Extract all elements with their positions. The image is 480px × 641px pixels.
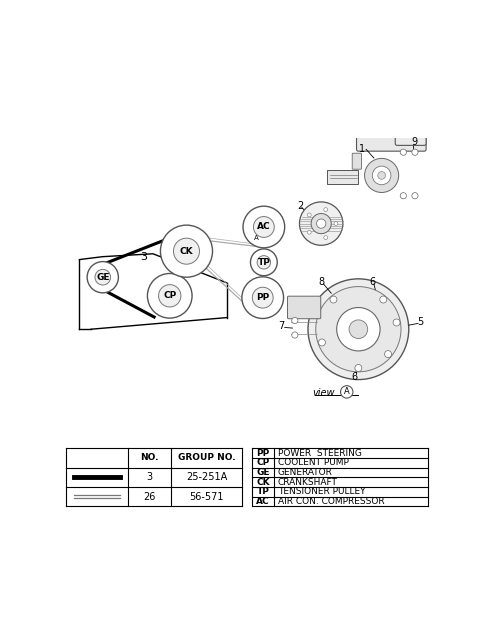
Circle shape	[95, 269, 110, 285]
Text: 8: 8	[318, 277, 324, 287]
Circle shape	[173, 238, 200, 264]
Text: 1: 1	[359, 144, 365, 154]
Circle shape	[251, 232, 262, 243]
Circle shape	[307, 230, 311, 234]
Circle shape	[147, 274, 192, 318]
Circle shape	[400, 193, 407, 199]
Text: 56-571: 56-571	[189, 492, 224, 501]
Text: NO.: NO.	[140, 453, 159, 462]
Text: A: A	[254, 235, 258, 240]
Circle shape	[372, 166, 391, 185]
Circle shape	[324, 208, 328, 212]
Text: 9: 9	[411, 137, 417, 147]
Text: A: A	[344, 387, 349, 396]
FancyBboxPatch shape	[357, 96, 426, 151]
Circle shape	[355, 365, 362, 371]
Circle shape	[316, 219, 326, 228]
Text: 3: 3	[146, 472, 153, 482]
Text: TP: TP	[257, 487, 269, 496]
Text: 4: 4	[257, 215, 263, 226]
Circle shape	[87, 262, 119, 293]
Circle shape	[340, 386, 353, 398]
Circle shape	[324, 236, 328, 240]
Circle shape	[242, 277, 284, 319]
Circle shape	[257, 256, 271, 269]
Text: CK: CK	[256, 478, 270, 487]
Circle shape	[334, 222, 338, 226]
Circle shape	[253, 217, 274, 237]
Circle shape	[349, 320, 368, 338]
Circle shape	[300, 202, 343, 246]
Text: 26: 26	[144, 492, 156, 501]
Circle shape	[292, 332, 298, 338]
Text: AC: AC	[256, 497, 270, 506]
FancyBboxPatch shape	[288, 296, 321, 319]
Circle shape	[365, 158, 399, 192]
Circle shape	[412, 149, 418, 155]
Circle shape	[380, 296, 387, 303]
Text: view: view	[312, 388, 335, 398]
Circle shape	[318, 339, 325, 346]
Text: GROUP NO.: GROUP NO.	[178, 453, 235, 462]
FancyBboxPatch shape	[395, 78, 426, 146]
Circle shape	[378, 172, 385, 179]
Text: AIR CON. COMPRESSOR: AIR CON. COMPRESSOR	[278, 497, 384, 506]
Text: 2: 2	[297, 201, 303, 211]
Text: CP: CP	[256, 458, 270, 467]
Circle shape	[330, 296, 337, 303]
FancyBboxPatch shape	[352, 153, 361, 169]
Circle shape	[292, 317, 298, 324]
Text: 7: 7	[278, 321, 284, 331]
Text: COOLENT PUMP: COOLENT PUMP	[278, 458, 348, 467]
Text: GENERATOR: GENERATOR	[278, 468, 333, 477]
Text: PP: PP	[256, 449, 270, 458]
Text: GE: GE	[96, 272, 109, 281]
Text: CK: CK	[180, 247, 193, 256]
Circle shape	[336, 308, 380, 351]
Polygon shape	[327, 170, 359, 184]
Circle shape	[307, 213, 311, 217]
Text: 3: 3	[140, 252, 147, 262]
Circle shape	[393, 319, 400, 326]
Text: TENSIONER PULLEY: TENSIONER PULLEY	[278, 487, 365, 496]
Circle shape	[158, 285, 181, 307]
Circle shape	[316, 287, 401, 372]
Circle shape	[252, 287, 273, 308]
Text: AC: AC	[257, 222, 271, 231]
Text: PP: PP	[256, 293, 269, 302]
Text: TP: TP	[257, 258, 270, 267]
Circle shape	[400, 149, 407, 155]
Text: 6: 6	[351, 372, 358, 382]
Text: GE: GE	[256, 468, 270, 477]
Text: 6: 6	[369, 277, 375, 287]
Circle shape	[243, 206, 285, 248]
Circle shape	[384, 351, 392, 358]
Text: CRANKSHAFT: CRANKSHAFT	[278, 478, 337, 487]
Circle shape	[251, 249, 277, 276]
Text: POWER  STEERING: POWER STEERING	[278, 449, 361, 458]
Text: 25-251A: 25-251A	[186, 472, 227, 482]
Circle shape	[160, 225, 213, 277]
Text: 5: 5	[417, 317, 423, 328]
Text: CP: CP	[163, 291, 176, 300]
Circle shape	[308, 279, 409, 379]
Circle shape	[311, 213, 331, 234]
Circle shape	[412, 193, 418, 199]
